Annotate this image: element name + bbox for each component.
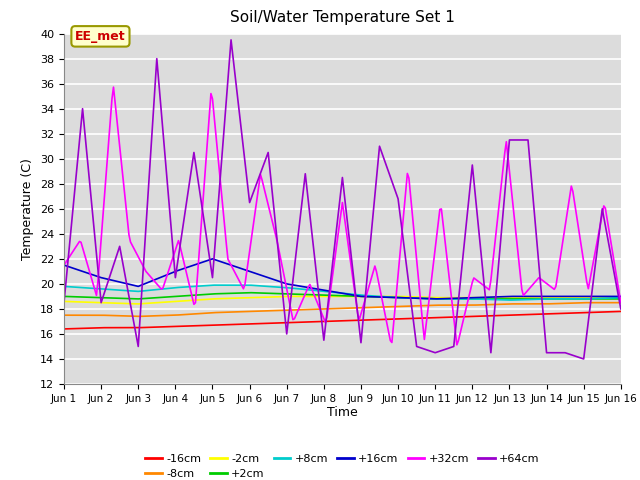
+32cm: [453, 342, 461, 348]
-16cm: [164, 324, 172, 330]
-8cm: [379, 304, 387, 310]
-8cm: [76, 312, 83, 318]
+8cm: [209, 282, 216, 288]
+8cm: [379, 294, 387, 300]
-2cm: [76, 299, 83, 305]
-8cm: [580, 300, 588, 306]
+2cm: [380, 294, 388, 300]
+64cm: [379, 152, 387, 158]
+16cm: [164, 272, 172, 277]
Line: +2cm: +2cm: [64, 293, 621, 299]
+16cm: [60, 262, 68, 268]
+64cm: [397, 220, 405, 226]
+16cm: [76, 267, 83, 273]
Line: +16cm: +16cm: [64, 259, 621, 299]
-2cm: [60, 299, 68, 304]
-16cm: [396, 316, 403, 322]
X-axis label: Time: Time: [327, 407, 358, 420]
Legend: -16cm, -8cm, -2cm, +2cm, +8cm, +16cm, +32cm, +64cm: -16cm, -8cm, -2cm, +2cm, +8cm, +16cm, +3…: [141, 449, 544, 480]
+32cm: [60, 262, 68, 268]
+8cm: [76, 285, 83, 290]
+64cm: [550, 350, 558, 356]
+16cm: [617, 293, 625, 300]
-16cm: [617, 309, 625, 314]
Line: -2cm: -2cm: [64, 296, 621, 304]
+2cm: [399, 295, 406, 300]
+64cm: [227, 37, 235, 43]
+16cm: [209, 256, 216, 262]
-16cm: [60, 326, 68, 332]
-2cm: [134, 301, 142, 307]
+2cm: [412, 295, 419, 301]
-8cm: [60, 312, 68, 318]
+2cm: [134, 296, 142, 302]
+16cm: [410, 295, 417, 301]
-2cm: [380, 293, 388, 300]
-2cm: [412, 294, 419, 300]
-2cm: [283, 293, 291, 300]
+64cm: [580, 356, 588, 362]
-2cm: [165, 299, 173, 305]
+8cm: [506, 297, 513, 303]
+32cm: [165, 266, 173, 272]
-16cm: [549, 311, 557, 317]
+64cm: [60, 300, 68, 306]
+8cm: [164, 286, 172, 291]
+64cm: [617, 306, 625, 312]
-8cm: [165, 312, 173, 318]
+2cm: [552, 296, 559, 302]
Line: +8cm: +8cm: [64, 285, 621, 300]
+2cm: [246, 290, 253, 296]
+16cm: [379, 294, 387, 300]
+32cm: [109, 84, 117, 90]
+8cm: [60, 284, 68, 289]
+16cm: [552, 293, 559, 300]
+16cm: [397, 295, 405, 300]
+32cm: [397, 238, 405, 244]
-2cm: [617, 295, 625, 300]
+32cm: [552, 284, 559, 289]
+16cm: [431, 296, 439, 302]
+8cm: [617, 295, 625, 300]
+32cm: [379, 300, 387, 305]
-8cm: [550, 301, 558, 307]
+2cm: [165, 294, 173, 300]
Title: Soil/Water Temperature Set 1: Soil/Water Temperature Set 1: [230, 11, 455, 25]
Line: +64cm: +64cm: [64, 40, 621, 359]
-8cm: [410, 303, 417, 309]
Line: -16cm: -16cm: [64, 312, 621, 329]
-2cm: [552, 295, 559, 300]
+8cm: [397, 295, 405, 300]
Line: -8cm: -8cm: [64, 303, 621, 316]
-8cm: [134, 313, 142, 319]
+8cm: [552, 296, 559, 302]
+64cm: [410, 319, 417, 325]
+2cm: [76, 294, 83, 300]
+32cm: [617, 300, 625, 306]
-16cm: [76, 325, 83, 331]
+8cm: [410, 295, 417, 301]
-8cm: [397, 303, 405, 309]
+64cm: [76, 138, 83, 144]
+32cm: [410, 224, 417, 230]
Line: +32cm: +32cm: [64, 87, 621, 345]
-16cm: [408, 315, 416, 321]
Text: EE_met: EE_met: [75, 30, 126, 43]
Y-axis label: Temperature (C): Temperature (C): [22, 158, 35, 260]
-8cm: [617, 300, 625, 306]
+2cm: [617, 296, 625, 302]
-16cm: [377, 317, 385, 323]
+32cm: [76, 239, 83, 244]
+2cm: [60, 293, 68, 300]
+64cm: [164, 183, 172, 189]
-2cm: [399, 294, 406, 300]
